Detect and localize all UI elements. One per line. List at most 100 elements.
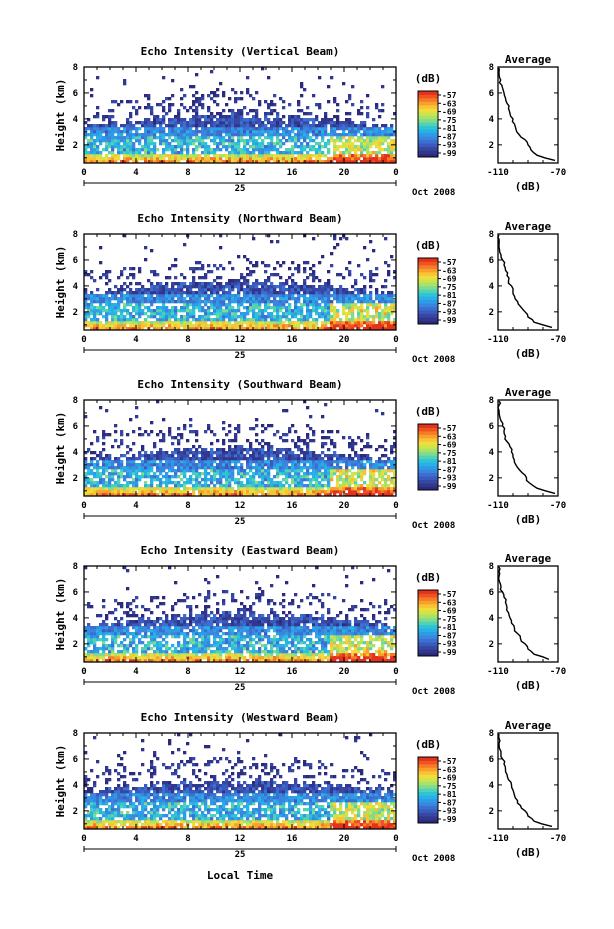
heatmap-cell (336, 469, 340, 473)
heatmap-cell (168, 318, 172, 322)
heatmap-cell (222, 154, 226, 158)
heatmap-cell (87, 321, 91, 325)
heatmap-cell (360, 439, 364, 443)
heatmap-cell (249, 127, 253, 131)
heatmap-cell (243, 160, 247, 164)
heatmap-cell (243, 288, 247, 292)
heatmap-cell (153, 312, 157, 316)
heatmap-cell (99, 303, 103, 307)
heatmap-cell (162, 469, 166, 473)
heatmap-cell (144, 157, 148, 161)
heatmap-cell (153, 309, 157, 313)
heatmap-cell (225, 457, 229, 461)
heatmap-cell (96, 650, 100, 654)
heatmap-cell (330, 472, 334, 476)
heatmap-cell (99, 297, 103, 301)
heatmap-cell (384, 315, 388, 319)
heatmap-cell (99, 294, 103, 298)
heatmap-cell (84, 151, 88, 155)
heatmap-cell (105, 309, 109, 313)
heatmap-cell (315, 151, 319, 155)
heatmap-cell (267, 121, 271, 125)
heatmap-cell (306, 130, 310, 134)
heatmap-cell (255, 261, 259, 265)
heatmap-cell (174, 124, 178, 128)
heatmap-cell (183, 493, 187, 497)
heatmap-cell (327, 303, 331, 307)
heatmap-cell (315, 318, 319, 322)
heatmap-cell (93, 300, 97, 304)
heatmap-cell (390, 154, 394, 158)
heatmap-cell (246, 309, 250, 313)
heatmap-cell (312, 309, 316, 313)
heatmap-cell (162, 142, 166, 146)
x-tick-label: 0 (81, 335, 86, 345)
heatmap-cell (180, 472, 184, 476)
heatmap-cell (105, 154, 109, 158)
heatmap-cell (336, 121, 340, 125)
avg-y-tick-label: 8 (489, 396, 494, 406)
y-tick-label: 4 (73, 282, 79, 292)
heatmap-cell (351, 294, 355, 298)
heatmap-cell (111, 487, 115, 491)
heatmap-cell (318, 466, 322, 470)
average-title: Average (505, 220, 552, 233)
heatmap-cell (222, 294, 226, 298)
heatmap-cell (255, 418, 259, 422)
heatmap-cell (207, 309, 211, 313)
heatmap-cell (189, 303, 193, 307)
heatmap-cell (177, 457, 181, 461)
heatmap-cell (222, 321, 226, 325)
heatmap-cell (111, 154, 115, 158)
heatmap-cell (219, 300, 223, 304)
heatmap-cell (312, 454, 316, 458)
heatmap-cell (279, 327, 283, 331)
heatmap-cell (99, 321, 103, 325)
heatmap-cell (264, 270, 268, 274)
heatmap-cell (207, 148, 211, 152)
heatmap-cell (147, 136, 151, 140)
heatmap-cell (381, 157, 385, 161)
heatmap-cell (96, 469, 100, 473)
heatmap-cell (168, 97, 172, 101)
heatmap-cell (213, 91, 217, 95)
heatmap-cell (303, 118, 307, 122)
heatmap-cell (363, 246, 367, 250)
heatmap-cell (366, 136, 370, 140)
heatmap-cell (177, 142, 181, 146)
heatmap-cell (228, 451, 232, 455)
heatmap-cell (387, 154, 391, 158)
heatmap-cell (357, 315, 361, 319)
heatmap-cell (174, 472, 178, 476)
heatmap-cell (102, 469, 106, 473)
heatmap-cell (261, 469, 265, 473)
heatmap-cell (204, 315, 208, 319)
heatmap-cell (225, 481, 229, 485)
heatmap-cell (276, 457, 280, 461)
heatmap-cell (297, 481, 301, 485)
heatmap-cell (288, 454, 292, 458)
heatmap-cell (333, 139, 337, 143)
heatmap-cell (195, 267, 199, 271)
heatmap-cell (108, 121, 112, 125)
heatmap-cell (387, 270, 391, 274)
heatmap-cell (366, 160, 370, 164)
heatmap-cell (180, 288, 184, 292)
heatmap-cell (303, 261, 307, 265)
heatmap-cell (327, 118, 331, 122)
heatmap-cell (297, 448, 301, 452)
heatmap-cell (384, 127, 388, 131)
heatmap-cell (189, 118, 193, 122)
heatmap-cell (222, 484, 226, 488)
heatmap-cell (210, 300, 214, 304)
colorbar-segment (418, 317, 438, 321)
heatmap-cell (180, 97, 184, 101)
heatmap-cell (228, 285, 232, 289)
heatmap-cell (348, 136, 352, 140)
heatmap-cell (321, 130, 325, 134)
heatmap-cell (195, 472, 199, 476)
heatmap-cell (381, 318, 385, 322)
heatmap-cell (261, 466, 265, 470)
colorbar-segment (418, 111, 438, 116)
heatmap-cell (249, 493, 253, 497)
